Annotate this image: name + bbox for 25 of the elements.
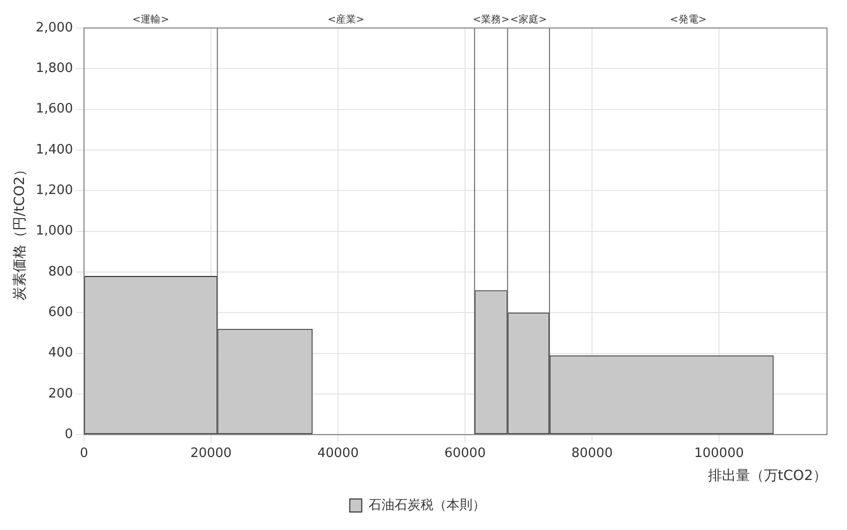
y-tick-label: 800 [48, 264, 74, 280]
y-tick-label: 1,400 [36, 142, 74, 158]
x-tick-label: 40000 [317, 446, 359, 461]
text: <運輸> [132, 14, 170, 26]
x-axis-title: 排出量（万tCO2） [708, 468, 827, 484]
y-tick-label: 200 [48, 386, 74, 402]
x-tick-label: 100000 [694, 446, 744, 461]
y-tick-label: 1,000 [36, 224, 74, 239]
x-tick-label: 0 [80, 446, 88, 461]
text: <業務> [472, 14, 510, 26]
x-tick-label: 60000 [444, 446, 486, 461]
y-tick-label: 0 [64, 426, 74, 442]
text: <家庭> [510, 14, 547, 26]
y-tick-label: 1,200 [36, 183, 74, 198]
y-tick-label: 400 [48, 346, 74, 361]
legend-label: 石油石炭税（本則） [368, 498, 486, 513]
y-tick-label: 600 [48, 304, 74, 320]
text: <発電> [670, 14, 707, 26]
y-tick-label: 2,000 [36, 20, 74, 36]
x-tick-label: 80000 [571, 446, 613, 461]
y-tick-label: 1,800 [36, 61, 74, 76]
x-tick-label: 20000 [190, 446, 232, 461]
y-axis-title: 炭素価格（円/tCO2） [12, 162, 28, 300]
y-tick-label: 1,600 [36, 102, 74, 117]
text: <産業> [328, 14, 364, 26]
